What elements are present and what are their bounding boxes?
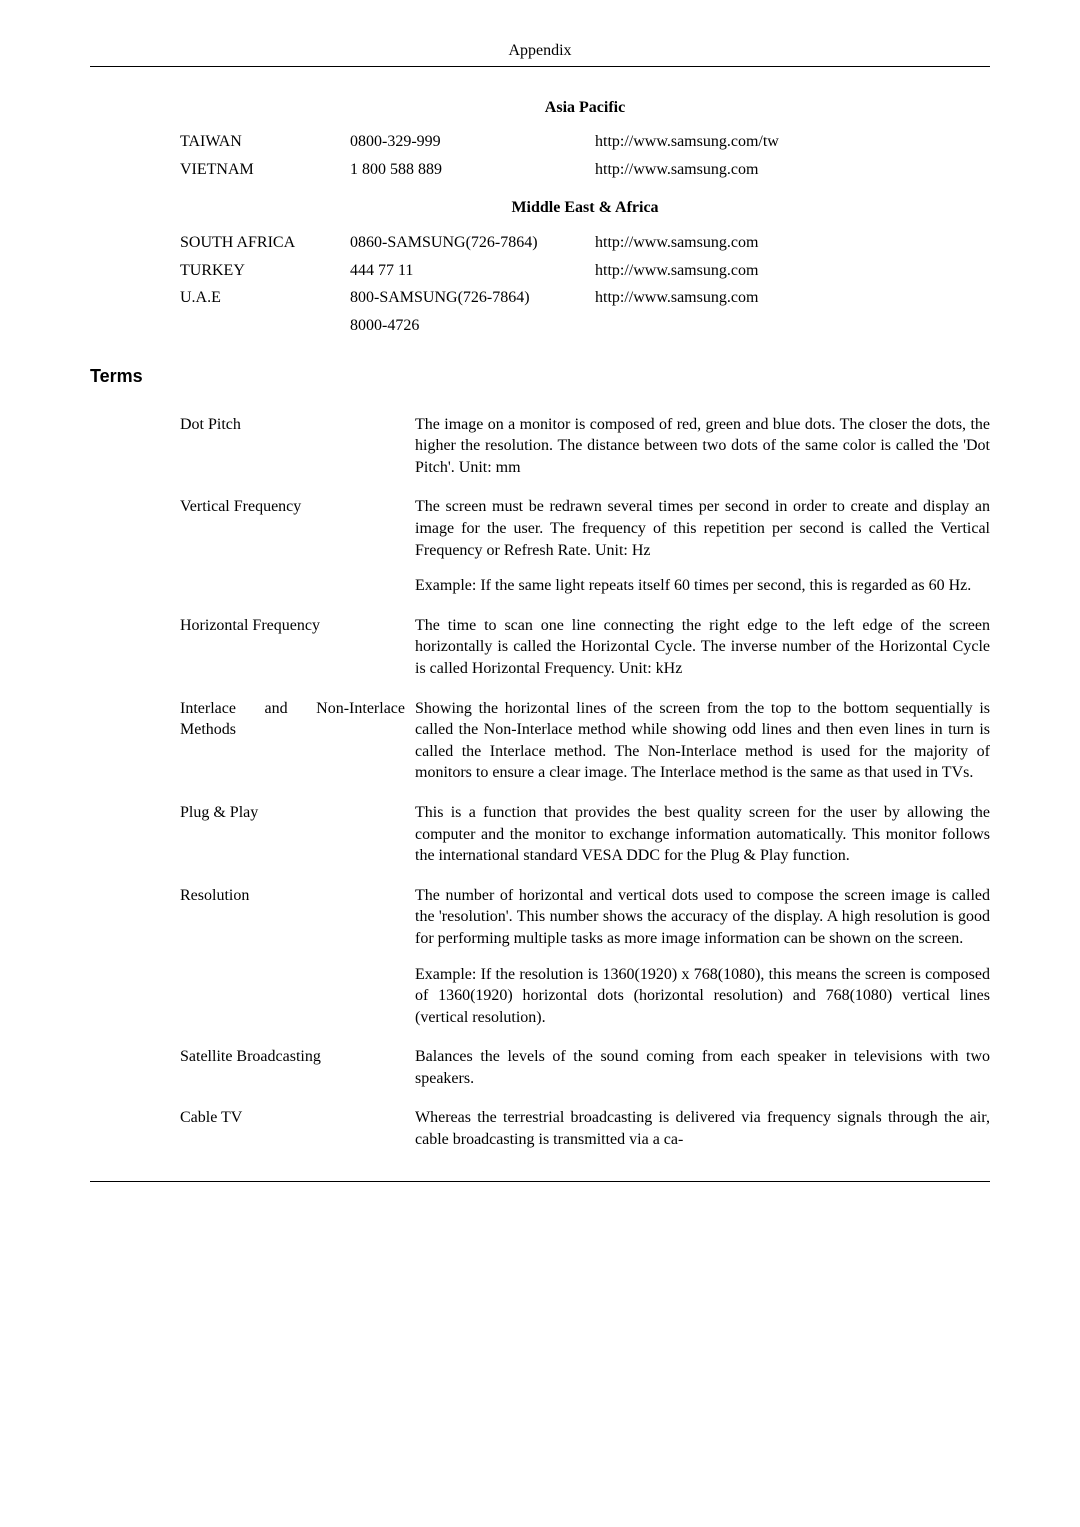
term-paragraph: Example: If the same light repeats itsel… [415,575,990,597]
contact-section-title: Middle East & Africa [180,197,990,219]
term-row: Dot PitchThe image on a monitor is compo… [180,414,990,479]
term-row: Cable TVWhereas the terrestrial broadcas… [180,1107,990,1150]
term-definition: Balances the levels of the sound coming … [415,1046,990,1089]
url-cell [595,312,990,340]
content-area: Asia PacificTAIWAN0800-329-999http://www… [90,97,990,1151]
contact-table: TAIWAN0800-329-999http://www.samsung.com… [180,128,990,183]
country-cell: SOUTH AFRICA [180,229,350,257]
term-name: Vertical Frequency [180,496,415,596]
term-paragraph: The time to scan one line connecting the… [415,615,990,680]
term-definition: This is a function that provides the bes… [415,802,990,867]
term-row: Plug & PlayThis is a function that provi… [180,802,990,867]
url-cell: http://www.samsung.com [595,156,990,184]
term-paragraph: The screen must be redrawn several times… [415,496,990,561]
phone-cell: 800-SAMSUNG(726-7864) [350,284,595,312]
term-name: Dot Pitch [180,414,415,479]
table-row: 8000-4726 [180,312,990,340]
url-cell: http://www.samsung.com [595,284,990,312]
country-cell: TAIWAN [180,128,350,156]
page-header: Appendix [90,40,990,67]
url-cell: http://www.samsung.com [595,257,990,285]
term-name: Resolution [180,885,415,1029]
term-name: Plug & Play [180,802,415,867]
term-definition: The time to scan one line connecting the… [415,615,990,680]
term-paragraph: Balances the levels of the sound coming … [415,1046,990,1089]
country-cell: U.A.E [180,284,350,312]
phone-cell: 1 800 588 889 [350,156,595,184]
term-paragraph: The number of horizontal and vertical do… [415,885,990,950]
term-paragraph: This is a function that provides the bes… [415,802,990,867]
url-cell: http://www.samsung.com/tw [595,128,990,156]
term-paragraph: Example: If the resolution is 1360(1920)… [415,964,990,1029]
term-row: Vertical FrequencyThe screen must be red… [180,496,990,596]
phone-cell: 0800-329-999 [350,128,595,156]
phone-cell: 0860-SAMSUNG(726-7864) [350,229,595,257]
term-definition: The screen must be redrawn several times… [415,496,990,596]
country-cell [180,312,350,340]
url-cell: http://www.samsung.com [595,229,990,257]
term-name: Satellite Broadcasting [180,1046,415,1089]
contact-table: SOUTH AFRICA0860-SAMSUNG(726-7864)http:/… [180,229,990,339]
term-paragraph: Whereas the terrestrial broadcasting is … [415,1107,990,1150]
term-definition: The image on a monitor is composed of re… [415,414,990,479]
country-cell: VIETNAM [180,156,350,184]
term-name: Cable TV [180,1107,415,1150]
term-definition: Showing the horizontal lines of the scre… [415,698,990,784]
phone-cell: 8000-4726 [350,312,595,340]
terms-heading: Terms [90,364,990,388]
table-row: SOUTH AFRICA0860-SAMSUNG(726-7864)http:/… [180,229,990,257]
term-name: Interlace and Non-Interlace Methods [180,698,415,784]
term-paragraph: Showing the horizontal lines of the scre… [415,698,990,784]
term-row: Horizontal FrequencyThe time to scan one… [180,615,990,680]
phone-cell: 444 77 11 [350,257,595,285]
footer-divider [90,1181,990,1182]
term-paragraph: The image on a monitor is composed of re… [415,414,990,479]
term-definition: Whereas the terrestrial broadcasting is … [415,1107,990,1150]
table-row: TURKEY444 77 11http://www.samsung.com [180,257,990,285]
term-row: ResolutionThe number of horizontal and v… [180,885,990,1029]
term-row: Satellite BroadcastingBalances the level… [180,1046,990,1089]
country-cell: TURKEY [180,257,350,285]
table-row: TAIWAN0800-329-999http://www.samsung.com… [180,128,990,156]
table-row: U.A.E800-SAMSUNG(726-7864)http://www.sam… [180,284,990,312]
term-name: Horizontal Frequency [180,615,415,680]
term-row: Interlace and Non-Interlace MethodsShowi… [180,698,990,784]
contact-section-title: Asia Pacific [180,97,990,119]
table-row: VIETNAM1 800 588 889http://www.samsung.c… [180,156,990,184]
term-definition: The number of horizontal and vertical do… [415,885,990,1029]
